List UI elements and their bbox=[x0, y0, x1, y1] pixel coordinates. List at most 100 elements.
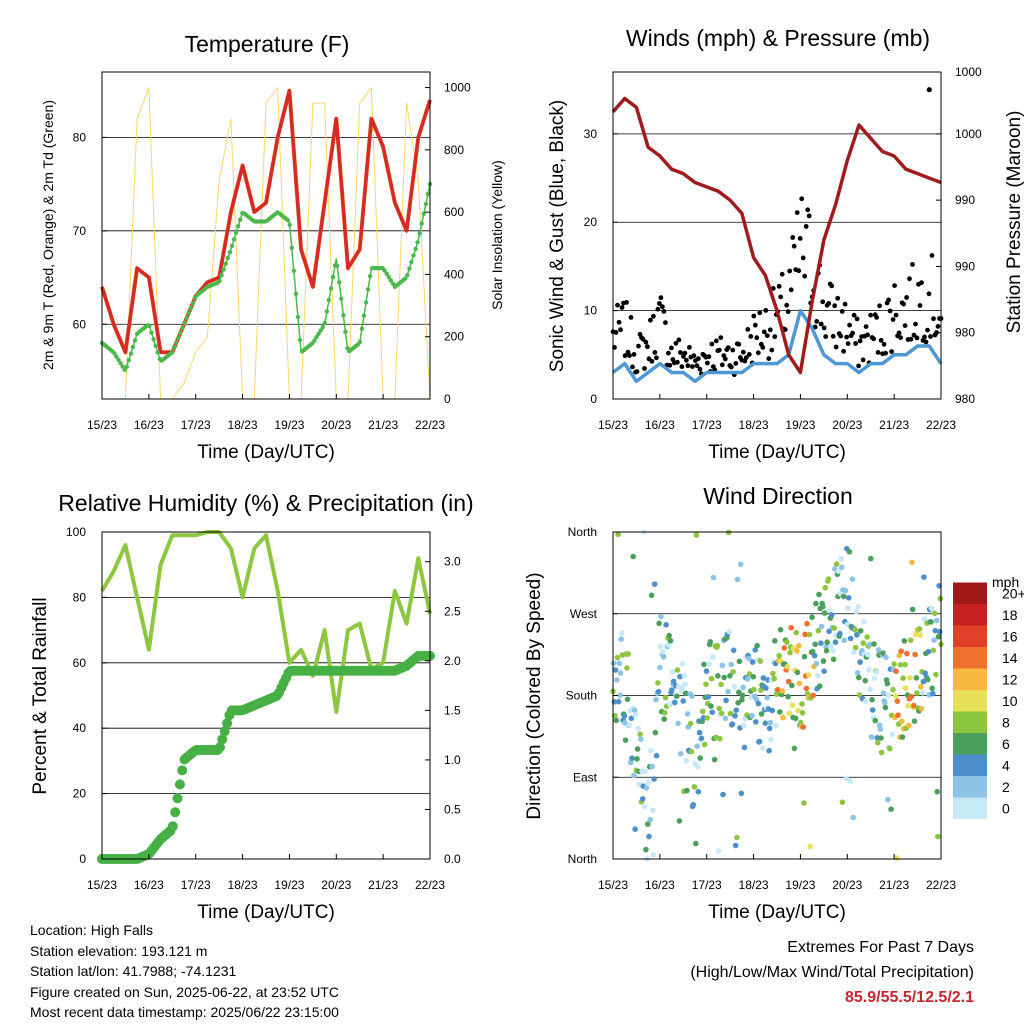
direction-point bbox=[697, 755, 703, 761]
direction-point bbox=[734, 576, 741, 583]
direction-point bbox=[833, 561, 840, 567]
direction-point bbox=[928, 605, 935, 612]
y-tick-label: 60 bbox=[73, 656, 87, 670]
gust-point bbox=[755, 350, 761, 356]
direction-point bbox=[721, 674, 727, 681]
gust-point bbox=[800, 255, 806, 261]
gust-point bbox=[687, 344, 692, 350]
direction-point bbox=[841, 637, 848, 644]
gust-point bbox=[863, 324, 869, 329]
precip-point bbox=[167, 821, 178, 832]
gust-point bbox=[627, 353, 632, 358]
direction-point bbox=[708, 675, 715, 682]
direction-point bbox=[720, 791, 726, 798]
direction-point bbox=[617, 670, 624, 676]
precip-point bbox=[172, 793, 183, 804]
direction-point bbox=[920, 678, 927, 685]
direction-point bbox=[902, 685, 909, 691]
temperature-y-ticks: 60 70 80 bbox=[73, 130, 107, 331]
direction-point bbox=[821, 610, 828, 616]
solar-y2-label: Solar Insolation (Yellow) bbox=[489, 160, 505, 310]
gust-point bbox=[893, 312, 899, 318]
gust-point bbox=[844, 334, 849, 340]
x-tick-label: 16/23 bbox=[645, 418, 675, 432]
legend-swatch bbox=[953, 668, 987, 690]
direction-point bbox=[649, 763, 655, 770]
direction-series bbox=[610, 529, 944, 862]
gust-point bbox=[622, 353, 628, 359]
direction-point bbox=[883, 654, 889, 661]
direction-point bbox=[754, 642, 760, 649]
temperature-panel: Temperature (F) 60 70 80 0 200 400 600 800 1000… bbox=[40, 31, 505, 463]
x-tick-label: 19/23 bbox=[274, 878, 304, 892]
direction-point bbox=[730, 669, 736, 675]
direction-point bbox=[711, 756, 718, 763]
humidity-panel: Relative Humidity (%) & Precipitation (i… bbox=[30, 490, 474, 923]
direction-point bbox=[823, 647, 830, 654]
legend-label: 16 bbox=[1002, 628, 1018, 644]
direction-point bbox=[633, 711, 639, 718]
direction-point bbox=[732, 842, 739, 849]
direction-point bbox=[813, 600, 819, 607]
direction-point bbox=[925, 648, 932, 655]
direction-point bbox=[820, 603, 826, 610]
direction-point bbox=[781, 645, 788, 651]
gust-point bbox=[690, 364, 695, 369]
wind-title: Winds (mph) & Pressure (mb) bbox=[626, 25, 930, 51]
direction-point bbox=[716, 705, 722, 712]
gust-point bbox=[826, 301, 832, 306]
wind-plot-frame bbox=[612, 71, 942, 400]
humidity-y-label: Percent & Total Rainfall bbox=[30, 597, 51, 794]
direction-point bbox=[772, 638, 778, 644]
x-tick-label: 16/23 bbox=[134, 878, 164, 892]
direction-point bbox=[661, 716, 667, 722]
gust-point bbox=[713, 338, 719, 344]
gust-point bbox=[832, 303, 838, 309]
x-tick-label: 17/23 bbox=[692, 418, 722, 432]
direction-point bbox=[871, 641, 877, 647]
direction-point bbox=[762, 720, 769, 726]
direction-point bbox=[794, 648, 800, 654]
wind-gridlines bbox=[613, 133, 941, 400]
direction-point bbox=[816, 591, 822, 598]
gust-point bbox=[746, 352, 752, 357]
legend-label: 10 bbox=[1002, 693, 1018, 709]
direction-point bbox=[849, 576, 856, 582]
direction-point bbox=[845, 595, 852, 601]
speed-legend-title: mph bbox=[992, 574, 1019, 590]
gust-point bbox=[730, 347, 736, 353]
gust-point bbox=[636, 343, 641, 349]
x-tick-label: 22/23 bbox=[415, 878, 445, 892]
gust-point bbox=[745, 327, 751, 332]
gust-point bbox=[643, 339, 649, 345]
direction-point bbox=[612, 667, 619, 673]
direction-point bbox=[930, 647, 937, 654]
direction-point bbox=[884, 680, 891, 687]
direction-point bbox=[615, 531, 621, 538]
direction-point bbox=[618, 636, 624, 642]
direction-point bbox=[795, 707, 801, 714]
gust-point bbox=[769, 347, 775, 353]
gust-point bbox=[907, 276, 912, 282]
direction-point bbox=[906, 722, 912, 729]
direction-point bbox=[857, 659, 863, 665]
direction-point bbox=[756, 738, 763, 745]
gust-point bbox=[654, 355, 659, 361]
gust-point bbox=[679, 364, 685, 370]
gust-point bbox=[660, 304, 665, 310]
temperature-title: Temperature (F) bbox=[185, 31, 350, 57]
direction-point bbox=[914, 690, 920, 696]
direction-point bbox=[776, 652, 782, 659]
direction-point bbox=[889, 731, 896, 738]
legend-label: 8 bbox=[1002, 714, 1010, 730]
direction-point bbox=[766, 747, 772, 754]
y-tick-label: South bbox=[566, 689, 597, 703]
direction-point bbox=[855, 604, 861, 610]
direction-point bbox=[825, 576, 832, 582]
direction-point bbox=[614, 654, 621, 661]
gust-point bbox=[877, 303, 882, 309]
direction-point bbox=[641, 803, 648, 810]
direction-point bbox=[912, 631, 919, 638]
direction-point bbox=[764, 694, 770, 701]
